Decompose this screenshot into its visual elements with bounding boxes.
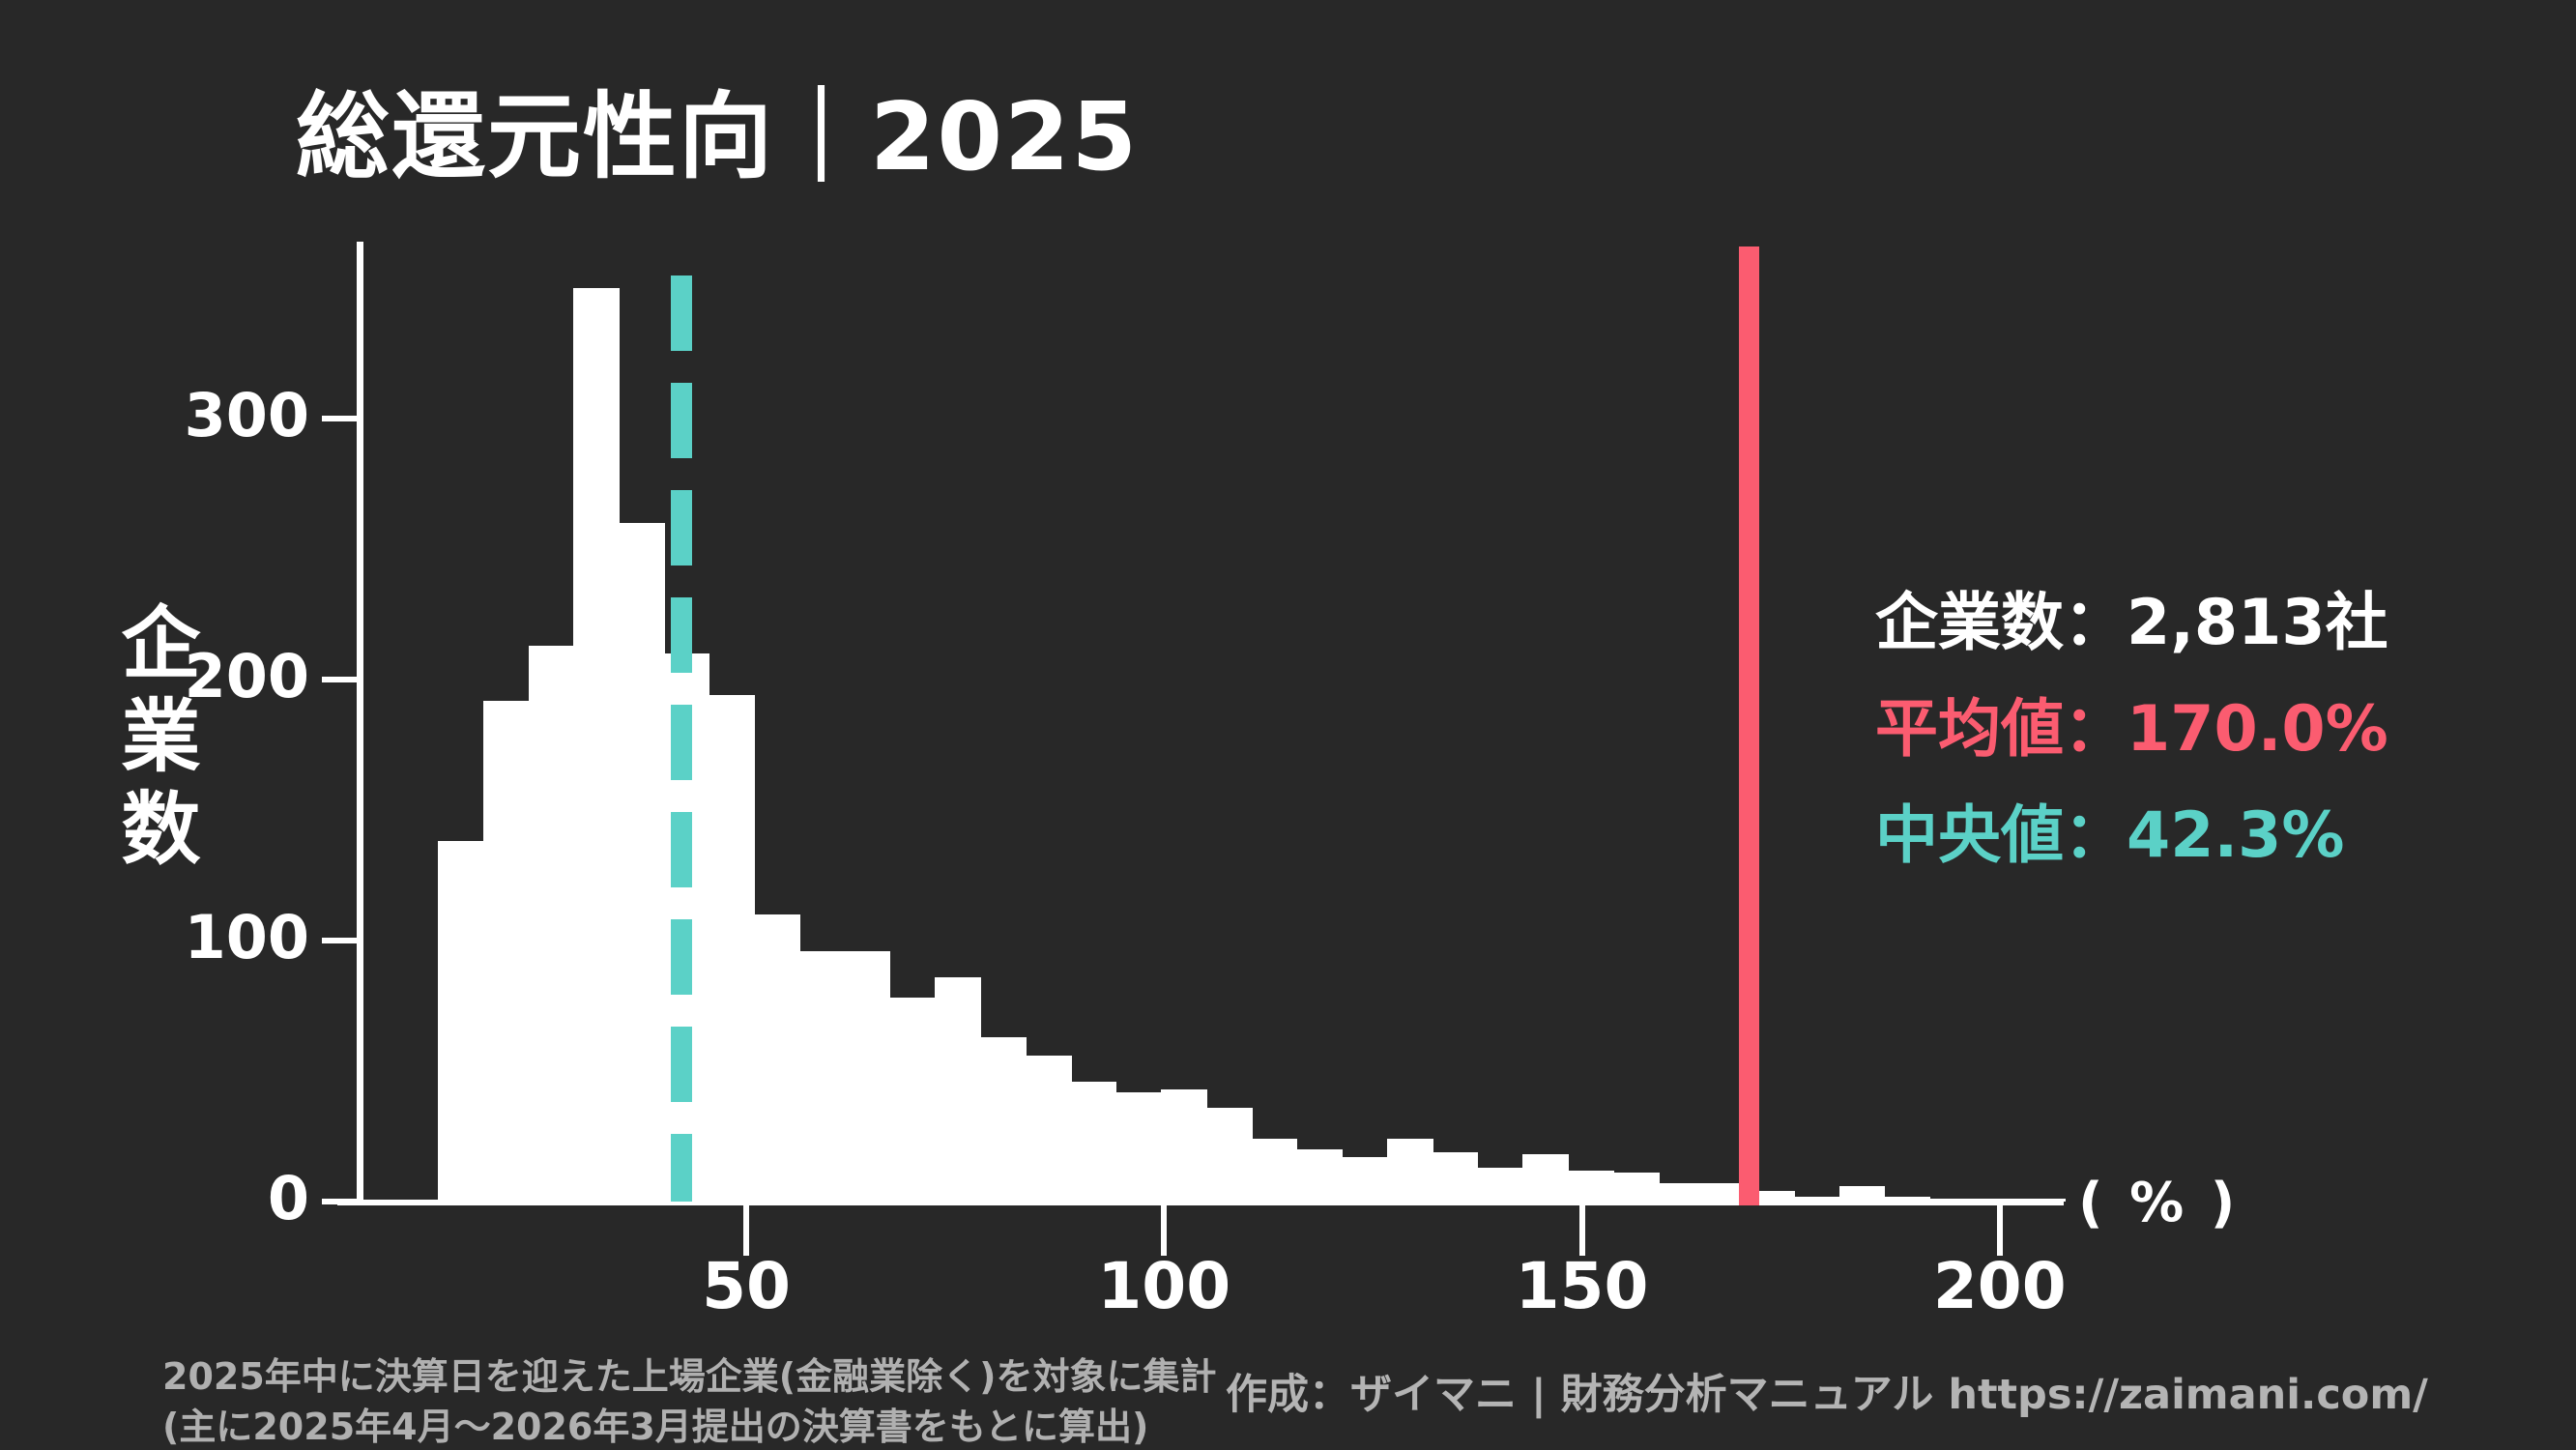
histogram-bar <box>1026 1055 1072 1202</box>
y-axis-title: 企業数 <box>107 601 199 880</box>
x-tick-mark <box>1996 1205 2003 1256</box>
mean-line <box>1738 246 1759 1205</box>
histogram-bar <box>1070 1081 1117 1202</box>
x-tick-label: 150 <box>1515 1249 1649 1323</box>
company-count-row: 企業数：2,813社 <box>1875 570 2388 677</box>
company-count-value: 2,813社 <box>2127 587 2388 659</box>
x-axis-line <box>337 1200 2064 1205</box>
histogram-bar <box>1161 1088 1207 1202</box>
footnote: 2025年中に決算日を迎えた上場企業(金融業除く)を対象に集計 (主に2025年… <box>162 1351 1217 1450</box>
x-tick-mark <box>1161 1205 1168 1256</box>
y-axis-line <box>357 242 363 1205</box>
x-tick-label: 100 <box>1097 1249 1231 1323</box>
histogram-bar <box>1251 1139 1298 1202</box>
histogram-bar <box>1703 1183 1751 1202</box>
histogram-bar <box>844 950 891 1202</box>
histogram-bar <box>980 1036 1027 1202</box>
y-tick-mark <box>322 938 359 943</box>
histogram-bar <box>1296 1149 1344 1202</box>
histogram-bar <box>1794 1196 1840 1202</box>
histogram-bar <box>1613 1173 1660 1202</box>
company-count-label: 企業数： <box>1875 587 2127 659</box>
y-tick-mark <box>322 416 359 421</box>
histogram-bar <box>1522 1154 1570 1202</box>
histogram-bar <box>1206 1107 1253 1202</box>
x-tick-label: 200 <box>1932 1249 2067 1323</box>
footnote-line-2: (主に2025年4月〜2026年3月提出の決算書をもとに算出) <box>162 1406 1149 1448</box>
histogram-bar <box>482 700 530 1202</box>
histogram-bar <box>1477 1167 1524 1202</box>
mean-value: 170.0% <box>2127 693 2388 766</box>
credit-line: 作成：ザイマニ | 財務分析マニュアル https://zaimani.com/ <box>1226 1371 2428 1419</box>
footnote-line-1: 2025年中に決算日を迎えた上場企業(金融業除く)を対象に集計 <box>162 1355 1217 1398</box>
x-tick-label: 50 <box>702 1249 791 1323</box>
x-tick-mark <box>743 1205 749 1256</box>
y-tick-label: 300 <box>184 380 309 450</box>
x-tick-mark <box>1578 1205 1585 1256</box>
histogram-bar <box>1342 1157 1388 1202</box>
y-tick-mark <box>322 677 359 682</box>
histogram-bar <box>1568 1170 1614 1202</box>
y-tick-label: 200 <box>184 641 309 711</box>
histogram-bar <box>709 695 756 1202</box>
median-label: 中央値： <box>1875 799 2127 872</box>
mean-row: 平均値：170.0% <box>1875 677 2388 783</box>
histogram-bar <box>619 523 665 1202</box>
median-dashed-line <box>671 276 693 1202</box>
histogram-bar <box>799 950 846 1202</box>
y-tick-label: 0 <box>267 1163 309 1233</box>
median-row: 中央値：42.3% <box>1875 783 2388 889</box>
histogram-bar <box>1387 1139 1433 1202</box>
x-axis-unit-label: ( % ) <box>2078 1172 2240 1234</box>
histogram-bar <box>1884 1196 1931 1202</box>
mean-label: 平均値： <box>1875 693 2127 766</box>
histogram-bar <box>2019 1199 2067 1202</box>
histogram-bar <box>1929 1199 1976 1202</box>
histogram-bar <box>889 998 937 1202</box>
y-tick-label: 100 <box>184 902 309 972</box>
histogram-bar <box>1975 1199 2021 1202</box>
histogram-bar <box>437 841 484 1202</box>
histogram-bar <box>1749 1191 1795 1202</box>
histogram-bar <box>754 914 800 1202</box>
histogram-bar <box>573 288 620 1202</box>
histogram-bar <box>1115 1091 1163 1202</box>
histogram-bar <box>1658 1183 1705 1202</box>
median-value: 42.3% <box>2127 799 2345 872</box>
histogram-bar <box>1432 1151 1479 1202</box>
page-title: 総還元性向｜2025 <box>296 82 1139 191</box>
stats-panel: 企業数：2,813社 平均値：170.0% 中央値：42.3% <box>1875 570 2388 889</box>
histogram-bar <box>1838 1185 1886 1202</box>
histogram-bar <box>935 976 982 1202</box>
y-tick-mark <box>322 1199 359 1204</box>
histogram-bar <box>528 645 575 1202</box>
